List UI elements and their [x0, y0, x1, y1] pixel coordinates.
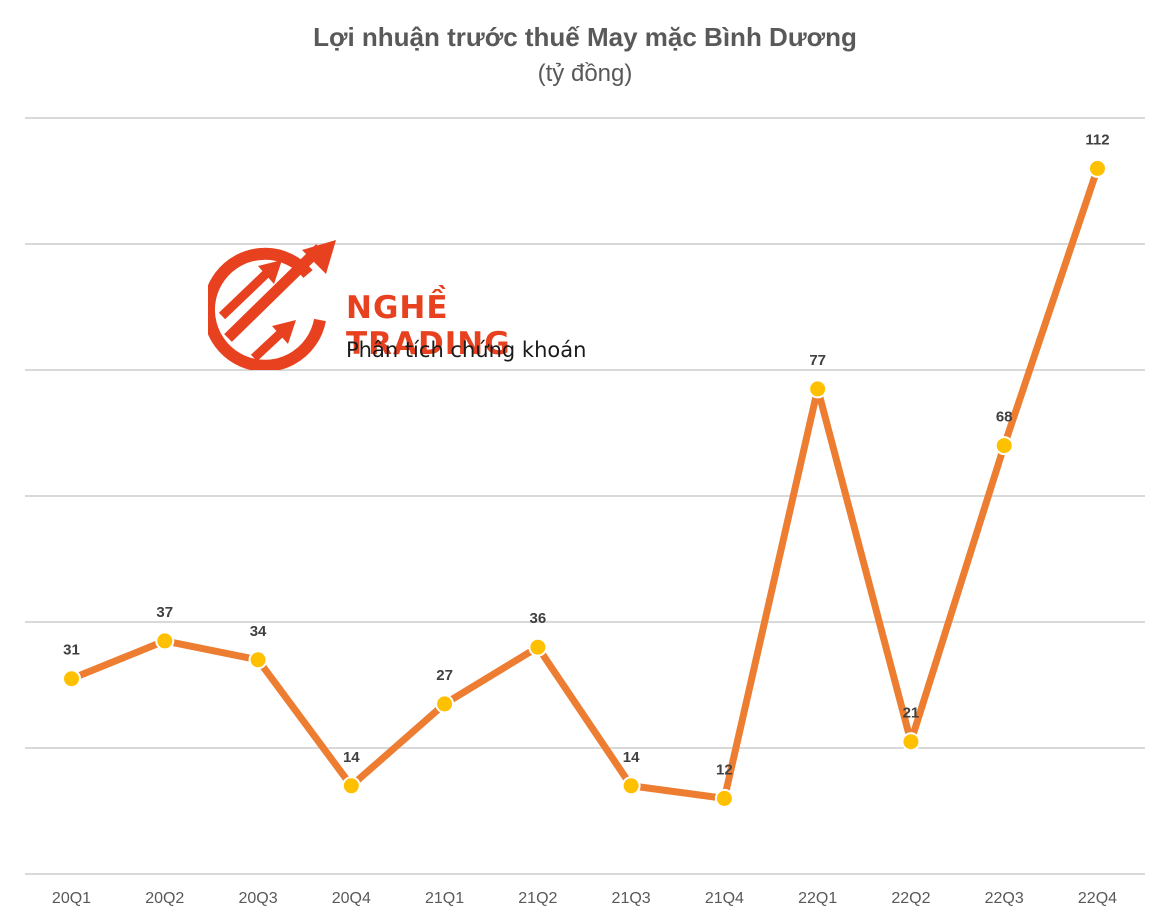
data-label-20q1: 31 — [63, 642, 80, 659]
data-labels-group: 31 37 34 14 27 36 14 12 77 21 68 112 — [63, 131, 1109, 778]
data-label-20q3: 34 — [250, 623, 267, 640]
markers-group — [62, 158, 1107, 808]
x-tick-label-21q2: 21Q2 — [518, 890, 557, 907]
data-point-22q4 — [1087, 158, 1107, 178]
data-point-21q4 — [714, 788, 734, 808]
x-tick-label-21q1: 21Q1 — [425, 890, 464, 907]
data-point-20q2 — [155, 631, 175, 651]
data-label-22q2: 21 — [903, 705, 920, 722]
x-tick-label-22q3: 22Q3 — [985, 890, 1024, 907]
x-tick-label-20q2: 20Q2 — [145, 890, 184, 907]
x-tick-label-20q4: 20Q4 — [332, 890, 371, 907]
data-point-21q3 — [621, 776, 641, 796]
data-label-20q2: 37 — [156, 604, 173, 621]
trending-arrows-icon — [208, 240, 336, 370]
data-label-20q4: 14 — [343, 749, 360, 766]
data-label-21q3: 14 — [623, 749, 640, 766]
data-label-22q3: 68 — [996, 409, 1013, 426]
watermark-logo: NGHỀ TRADING Phân tích chứng khoán — [208, 240, 608, 370]
data-label-21q2: 36 — [530, 610, 547, 627]
data-point-22q3 — [994, 436, 1014, 456]
x-tick-label-22q1: 22Q1 — [798, 890, 837, 907]
x-tick-label-21q3: 21Q3 — [612, 890, 651, 907]
data-point-20q3 — [248, 650, 268, 670]
gridlines — [25, 117, 1145, 875]
data-point-21q1 — [435, 694, 455, 714]
series-group — [68, 164, 1101, 802]
data-label-21q4: 12 — [716, 761, 733, 778]
data-point-21q2 — [528, 637, 548, 657]
data-label-22q1: 77 — [809, 352, 826, 369]
x-tick-label-21q4: 21Q4 — [705, 890, 744, 907]
data-point-22q1 — [808, 379, 828, 399]
chart-title: Lợi nhuận trước thuế May mặc Bình Dương — [313, 22, 857, 52]
x-tick-label-20q1: 20Q1 — [52, 890, 91, 907]
series-line — [68, 164, 1101, 802]
chart-subtitle: (tỷ đồng) — [537, 60, 633, 87]
x-tick-label-20q3: 20Q3 — [238, 890, 277, 907]
data-label-21q1: 27 — [436, 667, 453, 684]
x-tick-label-22q4: 22Q4 — [1078, 890, 1117, 907]
data-point-22q2 — [901, 732, 921, 752]
data-point-20q4 — [341, 776, 361, 796]
brand-name: NGHỀ TRADING — [346, 290, 511, 362]
brand-tagline: Phân tích chứng khoán — [346, 338, 587, 362]
x-tick-labels-group: 20Q1 20Q2 20Q3 20Q4 21Q1 21Q2 21Q3 21Q4 22Q1 22Q2… — [52, 890, 1117, 907]
data-point-20q1 — [62, 669, 81, 689]
data-label-22q4: 112 — [1085, 131, 1109, 148]
x-tick-label-22q2: 22Q2 — [891, 890, 930, 907]
